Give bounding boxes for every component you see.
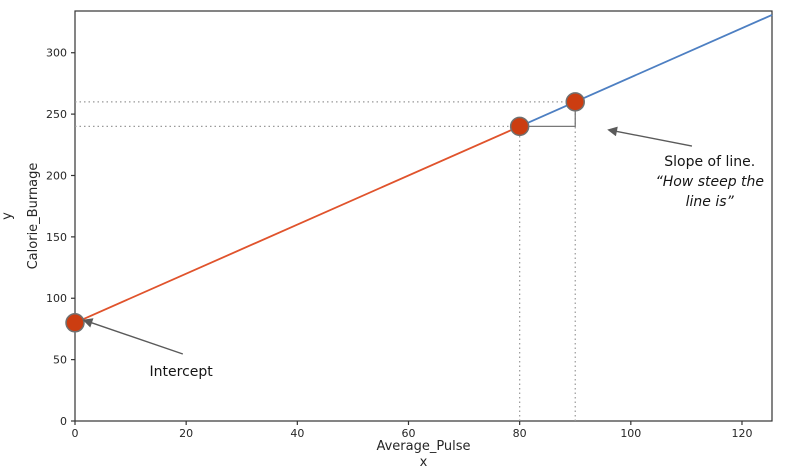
slope-annotation-text: “How steep the: [655, 174, 764, 190]
y-axis-sublabel: y: [0, 212, 15, 220]
y-tick-label: 100: [46, 292, 67, 305]
line-segment-upper: [519, 14, 773, 128]
y-tick-label: 50: [53, 354, 67, 367]
line-segment-lower: [74, 125, 521, 324]
x-tick-label: 0: [72, 427, 79, 440]
x-tick-label: 60: [401, 427, 415, 440]
x-tick-label: 120: [731, 427, 752, 440]
slope-point-2: [565, 92, 585, 112]
y-axis-label: Calorie_Burnage: [26, 163, 41, 270]
x-tick-label: 100: [620, 427, 641, 440]
intercept-annotation-arrow: [82, 318, 184, 355]
slope-annotation-text: line is”: [686, 194, 735, 210]
y-tick-label: 300: [46, 47, 67, 60]
plot-layer: 0 20 40 60 80 100 120 0 50 100 150 200 250 300 Interce…: [46, 10, 773, 440]
plot-border: [74, 10, 773, 422]
intercept-point: [65, 313, 85, 333]
y-tick-label: 200: [46, 169, 67, 182]
x-axis-label: Average_Pulse: [376, 439, 470, 454]
slope-point-1: [509, 116, 530, 137]
y-tick-label: 0: [60, 415, 67, 428]
x-tick-label: 20: [179, 427, 193, 440]
intercept-annotation-text: Intercept: [150, 364, 214, 380]
x-axis-sublabel: x: [420, 455, 428, 470]
x-tick-label: 40: [290, 427, 304, 440]
x-tick-label: 80: [513, 427, 527, 440]
slope-annotation-text: Slope of line.: [664, 154, 755, 170]
slope-annotation-arrow: [607, 126, 693, 147]
y-tick-label: 150: [46, 231, 67, 244]
y-tick-label: 250: [46, 108, 67, 121]
